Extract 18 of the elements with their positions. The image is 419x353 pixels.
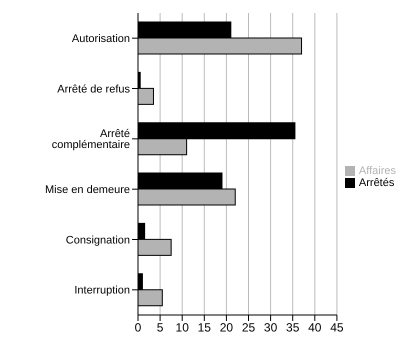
x-tick-label: 25 — [242, 320, 256, 335]
x-tick-label: 15 — [198, 320, 212, 335]
y-tick-label: Arrêté complémentaire — [52, 128, 130, 152]
x-tick-label: 0 — [134, 320, 142, 335]
x-tick-label: 40 — [308, 320, 322, 335]
legend-label: Affaires — [358, 164, 396, 176]
y-tick-label: Mise en demeure — [45, 184, 130, 196]
legend-label: Arrêtés — [358, 176, 394, 188]
x-tick-label: 45 — [330, 320, 344, 335]
x-tick-label: 10 — [176, 320, 190, 335]
y-tick-label: Interruption — [74, 284, 130, 297]
x-tick-label: 35 — [286, 320, 300, 335]
x-tick-label: 5 — [156, 320, 164, 335]
y-tick-label: Autorisation — [72, 33, 130, 46]
x-tick-label: 20 — [220, 320, 234, 335]
y-tick-label: Consignation — [66, 234, 130, 246]
y-tick-label: Arrêté de refus — [57, 83, 130, 96]
x-tick-label: 30 — [264, 320, 278, 335]
